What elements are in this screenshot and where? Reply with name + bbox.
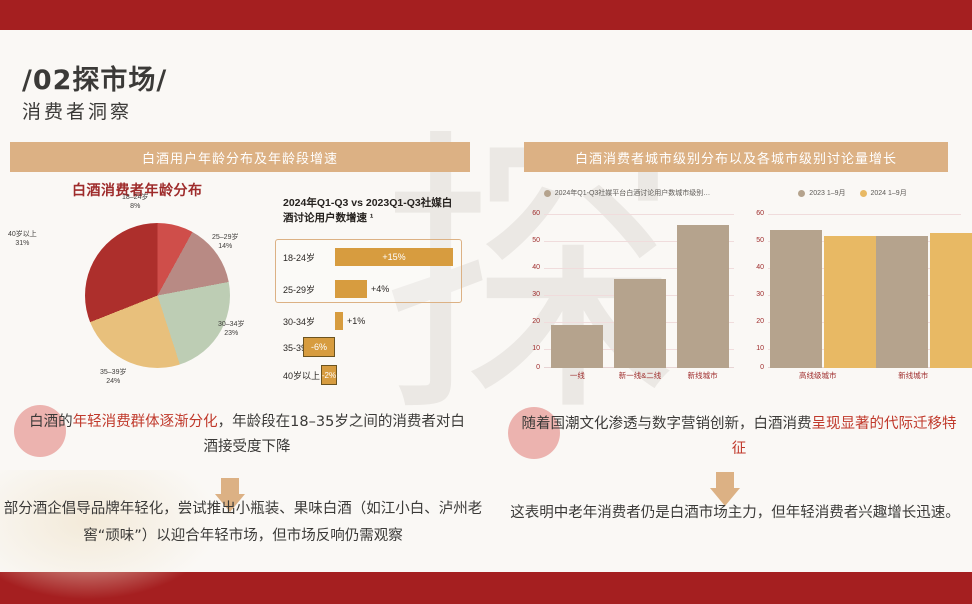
left-arrow-stem bbox=[221, 478, 239, 494]
left-insight-dot bbox=[14, 405, 66, 457]
ytick-60: 60 bbox=[532, 210, 540, 217]
bargroup-high-tier bbox=[770, 206, 876, 368]
growth-label-30-34: 30-34岁 bbox=[283, 316, 316, 327]
yoy-xaxis: 高线级城市 新线城市 bbox=[770, 370, 961, 384]
age-distribution-pie-chart: 18–24岁 8% 25–29岁 14% 30–34岁 23% 35–39岁 2… bbox=[8, 194, 244, 386]
yoy-city-tier-chart: 2023 1–9月 2024 1–9月 0 10 20 30 40 50 60 bbox=[740, 186, 972, 391]
legend-item-2023: 2023 1–9月 bbox=[798, 188, 846, 198]
growth-row-25-29: 25-29岁 +4% bbox=[283, 278, 393, 300]
ytick-0: 0 bbox=[536, 364, 540, 371]
growth-label-18-24: 18-24岁 bbox=[283, 252, 316, 263]
ytick-30: 30 bbox=[756, 291, 764, 298]
growth-label-25-29: 25-29岁 bbox=[283, 284, 316, 295]
xlabel-new-tier: 新线城市 bbox=[898, 371, 929, 380]
page-title: /02探市场/ bbox=[22, 65, 168, 96]
gridline bbox=[544, 214, 734, 215]
growth-value-25-29: +4% bbox=[371, 284, 390, 294]
xlabel-tier1: 一线 bbox=[569, 371, 585, 380]
growth-value-35-39: -6% bbox=[310, 342, 327, 352]
left-insight-text: 白酒的年轻消费群体逐渐分化，年龄段在18–35岁之间的消费者对白酒接受度下降 bbox=[29, 414, 465, 456]
bar-high-tier-2024 bbox=[824, 236, 876, 368]
right-section-banner: 白酒消费者城市级别分布以及各城市级别讨论量增长 bbox=[524, 142, 948, 172]
ytick-20: 20 bbox=[532, 318, 540, 325]
xlabel-newline: 新线城市 bbox=[687, 371, 718, 380]
ytick-60: 60 bbox=[756, 210, 764, 217]
right-arrow-stem bbox=[716, 472, 734, 488]
pie-chart-title: 白酒消费者年龄分布 bbox=[72, 182, 203, 198]
ytick-10: 10 bbox=[532, 345, 540, 352]
bar-tier1 bbox=[551, 325, 604, 368]
bargroup-tier1 bbox=[546, 206, 609, 368]
bargroup-new-tier bbox=[876, 206, 972, 368]
bar-new-tier-2024 bbox=[930, 233, 972, 368]
city-tier-plot: 0 10 20 30 40 50 60 一线 新一线&二线 新线城市 bbox=[516, 206, 738, 384]
pie-label-35-39: 35–39岁 24% bbox=[100, 369, 127, 386]
left-note-text: 部分酒企倡导品牌年轻化，尝试推出小瓶装、果味白酒（如江小白、泸州老窖“顽味”）以… bbox=[3, 501, 483, 544]
ytick-40: 40 bbox=[756, 264, 764, 271]
city-tier-distribution-chart: 2024年Q1-Q3社媒平台白酒讨论用户数城市级别… 0 10 20 30 40… bbox=[516, 186, 738, 391]
xlabel-newtier1-2: 新一线&二线 bbox=[618, 371, 662, 380]
growth-bar-18-24: +15% bbox=[335, 248, 453, 266]
bar-newtier1-2 bbox=[614, 279, 666, 368]
pie-label-40-plus: 40岁以上 31% bbox=[8, 231, 37, 248]
bargroup-newtier1-2 bbox=[609, 206, 672, 368]
ytick-20: 20 bbox=[756, 318, 764, 325]
gridline bbox=[544, 268, 734, 269]
yoy-legend: 2023 1–9月 2024 1–9月 bbox=[740, 186, 965, 200]
pie-label-18-24: 18–24岁 8% bbox=[122, 194, 149, 211]
growth-row-18-24: 18-24岁 +15% bbox=[283, 246, 453, 268]
legend-dot-icon bbox=[859, 189, 867, 197]
pie-label-25-29: 25–29岁 14% bbox=[212, 234, 239, 251]
ytick-40: 40 bbox=[532, 264, 540, 271]
right-note-text: 这表明中老年消费者仍是白酒市场主力，但年轻消费者兴趣增长迅速。 bbox=[510, 505, 960, 521]
bar-newline bbox=[676, 225, 729, 368]
ytick-30: 30 bbox=[532, 291, 540, 298]
city-tier-xaxis: 一线 新一线&二线 新线城市 bbox=[546, 370, 734, 384]
ytick-50: 50 bbox=[532, 237, 540, 244]
growth-value-30-34: +1% bbox=[347, 316, 366, 326]
right-insight-text: 随着国潮文化渗透与数字营销创新，白酒消费呈现显著的代际迁移特征 bbox=[521, 416, 957, 458]
ytick-0: 0 bbox=[760, 364, 764, 371]
right-insight-dot bbox=[508, 407, 560, 459]
yoy-bars bbox=[770, 206, 972, 368]
bar-new-tier-2023 bbox=[876, 236, 928, 368]
legend-dot-icon bbox=[798, 189, 806, 197]
gridline bbox=[768, 214, 961, 215]
gridline bbox=[544, 241, 734, 242]
yoy-plot: 0 10 20 30 40 50 60 高线级城市 新线城市 bbox=[740, 206, 972, 384]
growth-chart-title: 2024年Q1-Q3 vs 2023Q1-Q3社媒白酒讨论用户数增速 ¹ bbox=[283, 197, 453, 225]
growth-label-40-plus: 40岁以上 bbox=[283, 370, 321, 381]
growth-label-35-39: 35-39岁 bbox=[283, 342, 316, 353]
right-arrow-icon bbox=[710, 488, 740, 506]
growth-value-18-24: +15% bbox=[382, 252, 406, 262]
top-band bbox=[0, 0, 972, 30]
growth-row-30-34: 30-34岁 +1% bbox=[283, 310, 369, 332]
growth-row-35-39: 35-39岁 -6% bbox=[283, 336, 335, 358]
city-tier-bars bbox=[546, 206, 734, 368]
legend-item-2024-users: 2024年Q1-Q3社媒平台白酒讨论用户数城市级别… bbox=[543, 188, 710, 198]
bar-high-tier-2023 bbox=[770, 230, 822, 368]
ytick-50: 50 bbox=[756, 237, 764, 244]
background-texture bbox=[0, 470, 220, 600]
pie-label-30-34: 30–34岁 23% bbox=[218, 321, 245, 338]
page-subtitle: 消费者洞察 bbox=[22, 101, 133, 123]
bargroup-newline bbox=[671, 206, 734, 368]
legend-dot-icon bbox=[543, 189, 551, 197]
growth-row-40-plus: 40岁以上 -2% bbox=[283, 364, 337, 386]
left-arrow-icon bbox=[215, 494, 245, 512]
xlabel-high-tier: 高线级城市 bbox=[799, 371, 837, 380]
ytick-10: 10 bbox=[756, 345, 764, 352]
left-section-banner: 白酒用户年龄分布及年龄段增速 bbox=[10, 142, 470, 172]
growth-bar-40-plus: -2% bbox=[321, 365, 337, 385]
legend-item-2024: 2024 1–9月 bbox=[859, 188, 907, 198]
growth-value-40-plus: -2% bbox=[321, 370, 337, 380]
growth-bar-25-29 bbox=[335, 280, 367, 298]
city-tier-legend: 2024年Q1-Q3社媒平台白酒讨论用户数城市级别… bbox=[516, 186, 738, 200]
pie-slices bbox=[85, 223, 230, 368]
growth-bar-30-34 bbox=[335, 312, 343, 330]
growth-bar-35-39: -6% bbox=[303, 337, 335, 357]
